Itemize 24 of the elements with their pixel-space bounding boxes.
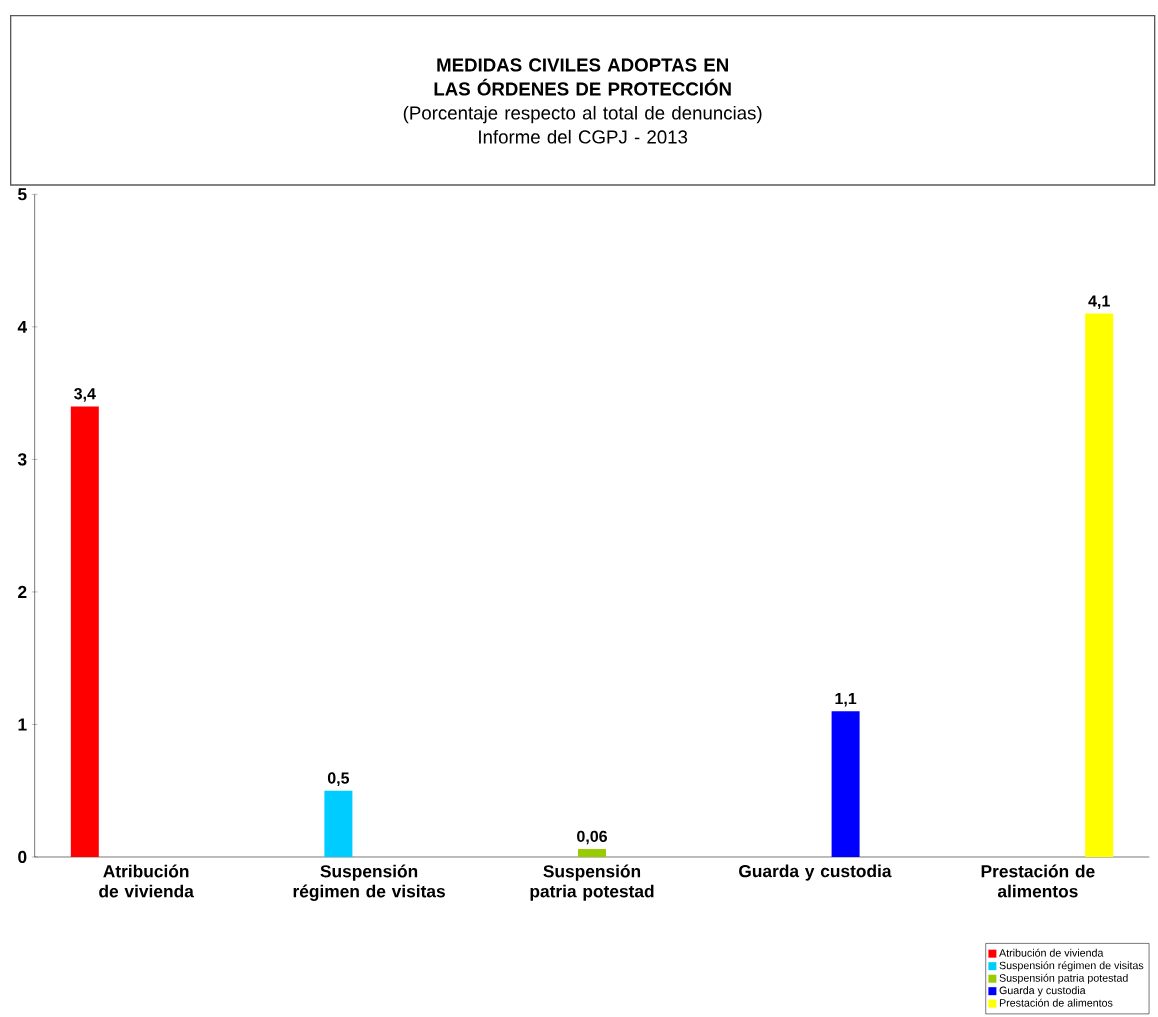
y-tick-label: 4 — [17, 320, 28, 333]
x-tick-label: Suspensión patria potestad — [530, 864, 654, 901]
y-tick-label: 1 — [18, 718, 27, 731]
data-label: 0,5 — [327, 772, 350, 786]
text: Informe del CGPJ - 2013 — [479, 129, 688, 144]
data-label: 1,1 — [835, 693, 857, 707]
legend-label: Atribución de vivienda — [999, 948, 1104, 957]
legend-label: Prestación de alimentos — [999, 998, 1113, 1007]
y-tick-label: 5 — [18, 188, 27, 201]
y-tick-label: 3 — [17, 453, 27, 466]
legend-label: Suspensión régimen de visitas — [999, 961, 1144, 972]
x-tick-label: Prestación de alimentos — [981, 864, 1095, 898]
legend-label: Suspensión patria potestad — [999, 973, 1128, 984]
x-tick-label: Atribución de vivienda — [99, 864, 194, 898]
chart-title: MEDIDAS CIVILES ADOPTAS EN LAS ÓRDENES DE PROTECCIÓN — [434, 58, 731, 96]
y-tick-label: 2 — [18, 585, 27, 598]
legend-label: Guarda y custodia — [999, 986, 1086, 997]
data-label: 4,1 — [1088, 295, 1110, 309]
data-label: 0,06 — [577, 830, 607, 845]
x-tick-label: Suspensión régimen de visitas — [293, 864, 445, 901]
chart-subtitle: (Porcentaje respecto al total de denuncias) — [403, 105, 762, 124]
y-tick-label: 0 — [18, 850, 27, 864]
data-label: 3,4 — [74, 388, 96, 402]
x-tick-label: Guarda y custodia — [739, 864, 892, 881]
